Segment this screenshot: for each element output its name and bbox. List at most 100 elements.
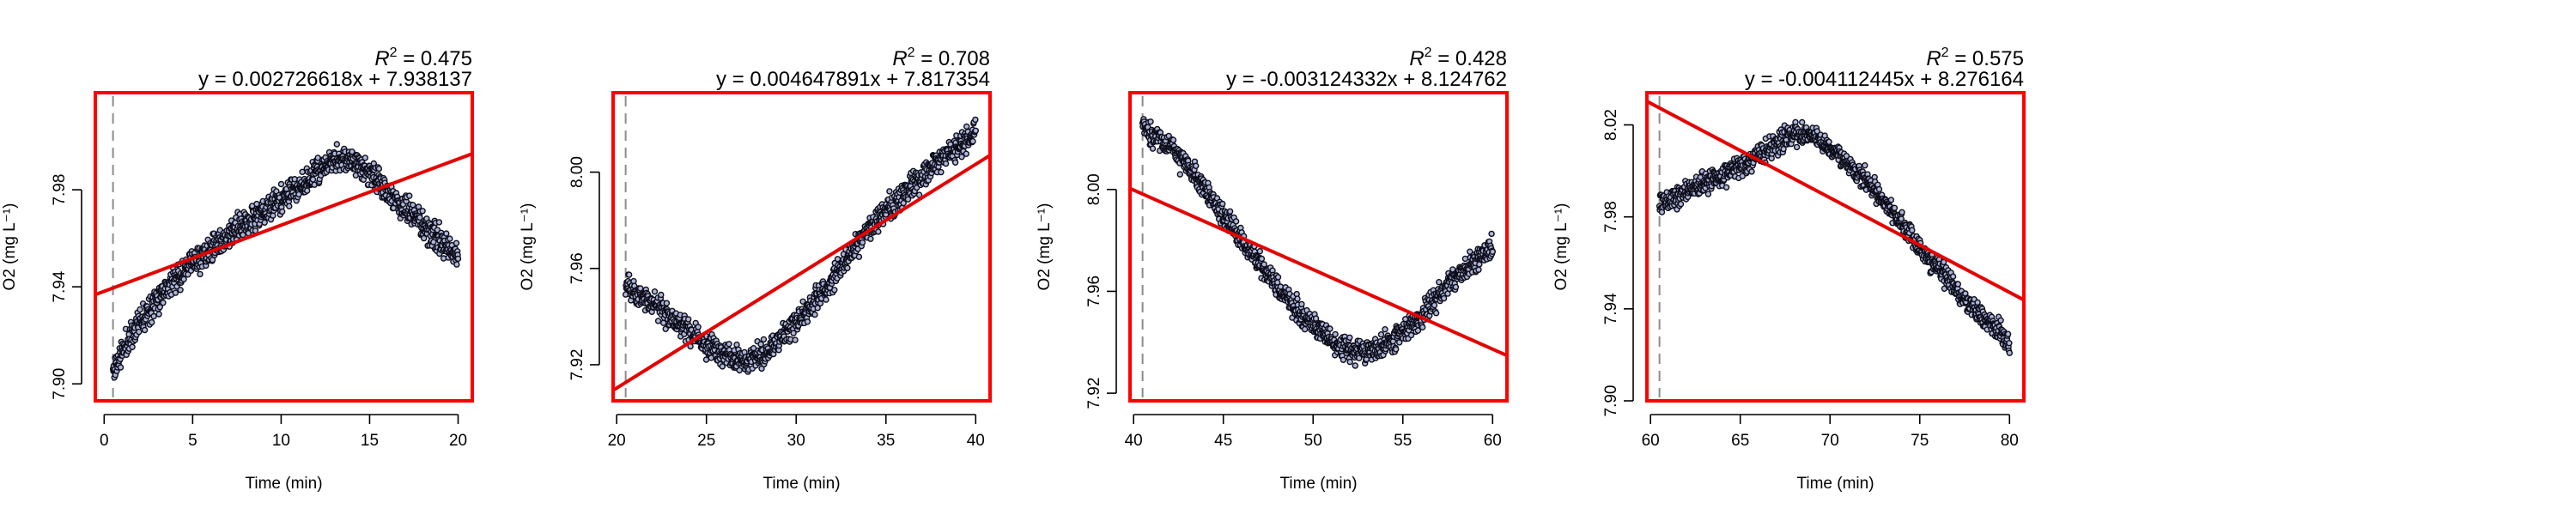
y-axis-label: O2 (mg L⁻¹)	[1, 203, 19, 291]
scatter-point	[1704, 191, 1712, 197]
x-tick-label: 70	[1821, 432, 1839, 450]
scatter-point	[1346, 358, 1353, 366]
scatter-point	[1826, 138, 1832, 146]
scatter-point	[1436, 279, 1443, 286]
scatter-points	[1656, 118, 2014, 356]
scatter-point	[651, 288, 659, 295]
scatter-point	[421, 234, 428, 242]
scatter-point	[790, 330, 797, 336]
scatter-point	[972, 116, 979, 124]
x-tick-label: 15	[361, 432, 379, 450]
x-tick-label: 0	[100, 432, 109, 450]
y-tick-label: 7.98	[51, 174, 69, 206]
y-tick-label: 7.96	[568, 252, 586, 284]
scatter-point	[150, 312, 157, 320]
scatter-point	[1677, 200, 1685, 208]
scatter-point	[1332, 330, 1339, 338]
scatter-point	[286, 203, 293, 209]
regression-line	[1130, 186, 1507, 358]
x-tick-label: 45	[1214, 432, 1232, 450]
scatter-point	[637, 285, 644, 292]
scatter-point	[333, 141, 340, 148]
y-axis: 7.92 7.96 8.00	[1085, 173, 1117, 409]
scatter-point	[1431, 301, 1438, 309]
chart-panel: 60 65 70 75 80 Time (min) 7.90 7.94 7.98 8.02 O2 (…	[1552, 45, 2026, 493]
scatter-point	[900, 199, 907, 207]
scatter-point	[1298, 300, 1305, 308]
x-tick-label: 75	[1911, 432, 1929, 450]
scatter-point	[792, 336, 799, 343]
scatter-point	[938, 168, 945, 176]
scatter-point	[1440, 294, 1448, 302]
x-tick-label: 40	[1125, 432, 1143, 450]
scatter-point	[304, 187, 311, 194]
scatter-point	[2004, 330, 2012, 337]
scatter-point	[435, 219, 443, 226]
x-tick-label: 55	[1394, 432, 1412, 450]
scatter-point	[626, 271, 633, 278]
scatter-point	[726, 341, 732, 348]
scatter-point	[180, 276, 187, 282]
x-tick-label: 10	[272, 432, 290, 450]
plot-frame	[1645, 91, 2026, 403]
x-tick-label: 50	[1304, 432, 1322, 450]
scatter-point	[1395, 339, 1403, 346]
scatter-point	[663, 300, 671, 306]
scatter-point	[453, 261, 460, 268]
scatter-point	[1489, 248, 1497, 255]
scatter-point	[309, 176, 317, 183]
scatter-point	[811, 311, 818, 318]
regression-equation: y = -0.004112445x + 8.276164	[1745, 68, 2024, 91]
scatter-point	[1798, 118, 1806, 126]
scatter-point	[719, 363, 726, 370]
scatter-point	[1346, 334, 1353, 341]
scatter-point	[1488, 230, 1495, 238]
scatter-point	[1862, 161, 1868, 169]
regression-line	[95, 152, 472, 297]
scatter-point	[972, 127, 980, 135]
y-tick-label: 7.94	[51, 270, 69, 302]
scatter-point	[1294, 295, 1301, 302]
y-tick-label: 7.90	[1602, 385, 1620, 417]
scatter-point	[1382, 326, 1388, 333]
scatter-point	[1147, 118, 1154, 125]
x-tick-label: 40	[967, 432, 985, 450]
scatter-point	[1258, 255, 1266, 263]
scatter-point	[951, 159, 959, 167]
scatter-point	[1891, 204, 1899, 212]
scatter-point	[963, 123, 970, 130]
scatter-point	[1192, 162, 1200, 170]
scatter-point	[1419, 324, 1426, 330]
r-squared-annotation: R2 = 0.428	[1409, 45, 1507, 70]
scatter-point	[1887, 197, 1895, 203]
scatter-point	[419, 208, 426, 215]
regression-line	[1647, 100, 2024, 302]
x-tick-label: 30	[787, 432, 805, 450]
scatter-point	[197, 270, 204, 278]
y-axis-label: O2 (mg L⁻¹)	[1036, 203, 1054, 291]
scatter-point	[969, 137, 976, 145]
plot-frame	[94, 91, 474, 403]
scatter-point	[447, 235, 453, 242]
scatter-point	[1748, 168, 1755, 175]
scatter-point	[155, 311, 162, 318]
y-tick-label: 8.00	[568, 156, 586, 188]
scatter-point	[1793, 143, 1801, 151]
scatter-point	[1218, 200, 1226, 208]
scatter-point	[2006, 349, 2014, 356]
scatter-point	[1261, 261, 1267, 268]
chart-panel: 20 25 30 35 40 Time (min) 7.92 7.96 8.00 O2 (mg L…	[519, 45, 992, 493]
x-tick-label: 80	[2001, 432, 2019, 450]
scatter-point	[1467, 248, 1473, 255]
regression-line	[613, 154, 990, 392]
scatter-point	[1232, 218, 1240, 225]
scatter-point	[177, 287, 184, 294]
y-tick-label: 8.02	[1602, 109, 1620, 141]
x-axis: 20 25 30 35 40	[608, 414, 985, 450]
scatter-point	[1875, 185, 1883, 193]
x-tick-label: 25	[697, 432, 715, 450]
scatter-point	[1475, 266, 1482, 273]
scatter-point	[823, 296, 829, 303]
scatter-point	[1176, 171, 1184, 178]
